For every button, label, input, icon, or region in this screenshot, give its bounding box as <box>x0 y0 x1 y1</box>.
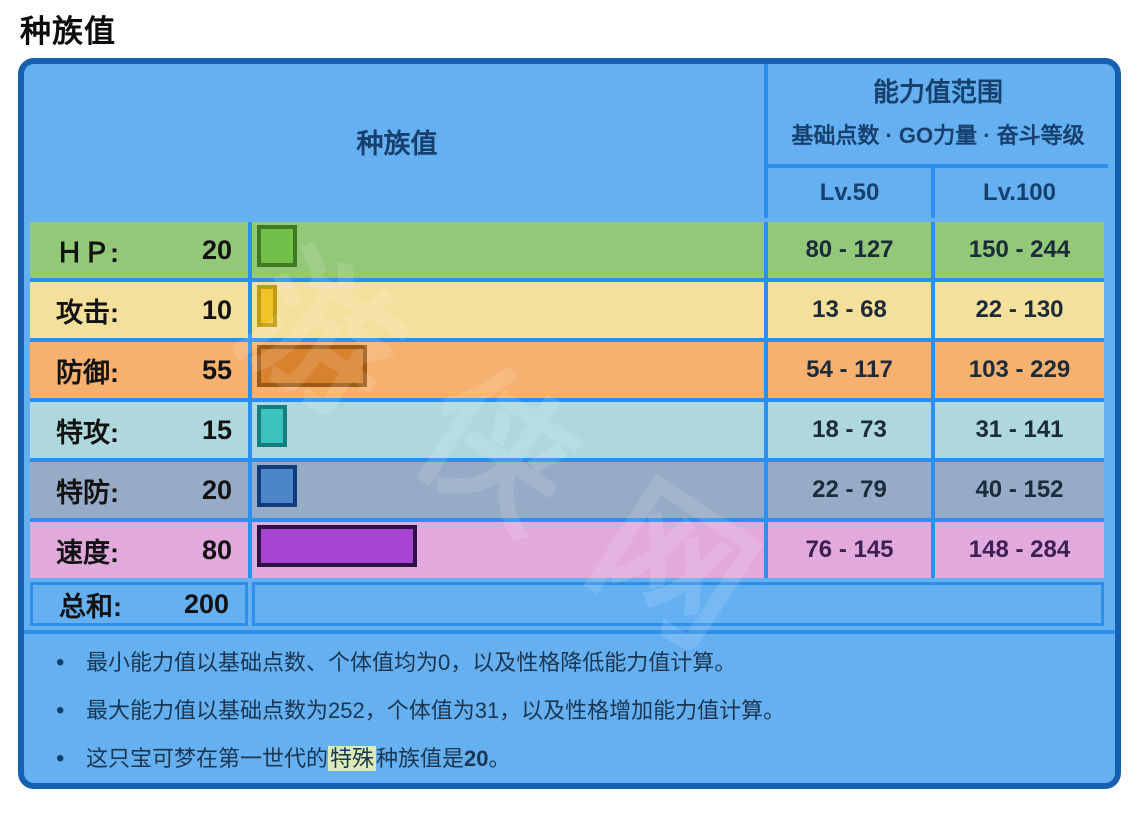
stat-value: 80 <box>201 534 232 565</box>
stat-bar <box>257 345 367 387</box>
stat-range-lv50: 18 - 73 <box>768 402 931 458</box>
stat-label-cell: 速度: 80 <box>30 522 248 578</box>
page-title: 种族值 <box>20 14 116 49</box>
lv100-column-header: Lv.100 <box>983 179 1056 206</box>
stat-bar-track <box>252 522 764 578</box>
footnote-gen1-end: 。 <box>488 746 511 771</box>
stat-value: 20 <box>201 474 232 505</box>
stat-name: 速度: <box>56 537 119 568</box>
total-label-cell: 总和: 200 <box>30 582 248 626</box>
footnote-gen1-mid: 种族值是 <box>376 746 465 771</box>
footnote-max: • 最大能力值以基础点数为252，个体值为31，以及性格增加能力值计算。 <box>56 694 1095 727</box>
stat-bar <box>257 405 287 447</box>
stat-label-cell: ＨＰ: 20 <box>30 222 248 278</box>
stat-range-lv100: 150 - 244 <box>935 222 1104 278</box>
range-title: 能力值范围 <box>872 77 1003 107</box>
stats-column-header: 种族值 <box>356 128 438 159</box>
stat-range-lv100: 103 - 229 <box>935 342 1104 398</box>
stat-label-cell: 特攻: 15 <box>30 402 248 458</box>
stat-name: 特攻: <box>56 417 119 448</box>
stat-bar-track <box>252 342 764 398</box>
total-row: 总和: 200 <box>30 582 1104 626</box>
header-horizontal-divider <box>768 164 1108 168</box>
stat-label-cell: 特防: 20 <box>30 462 248 518</box>
header-vertical-divider <box>764 64 768 218</box>
bullet-icon: • <box>56 649 65 676</box>
footnote-gen1: • 这只宝可梦在第一世代的特殊种族值是20。 <box>56 742 1095 775</box>
stat-row: 攻击: 10 13 - 68 22 - 130 <box>30 282 1104 338</box>
stat-name: ＨＰ: <box>56 237 119 268</box>
stat-bar <box>257 465 297 507</box>
range-subtitle-links[interactable]: 基础点数 · GO力量 · 奋斗等级 <box>791 123 1085 148</box>
stat-bar-track <box>252 462 764 518</box>
bullet-icon: • <box>56 745 65 772</box>
stat-row: ＨＰ: 20 80 - 127 150 - 244 <box>30 222 1104 278</box>
stat-label-cell: 防御: 55 <box>30 342 248 398</box>
stat-bar-track <box>252 222 764 278</box>
footnote-gen1-text: 这只宝可梦在第一世代的特殊种族值是20。 <box>86 742 511 775</box>
stat-name: 特防: <box>56 477 119 508</box>
stat-row: 特攻: 15 18 - 73 31 - 141 <box>30 402 1104 458</box>
level-divider <box>931 168 935 218</box>
special-stat-link[interactable]: 特殊 <box>328 746 377 771</box>
stat-bar-track <box>252 282 764 338</box>
lv50-column-header: Lv.50 <box>819 179 880 206</box>
stat-row: 特防: 20 22 - 79 40 - 152 <box>30 462 1104 518</box>
bullet-icon: • <box>56 697 65 724</box>
stat-name: 攻击: <box>56 297 119 328</box>
stat-range-lv50: 76 - 145 <box>768 522 931 578</box>
stat-bar <box>257 225 297 267</box>
stat-range-lv100: 40 - 152 <box>935 462 1104 518</box>
stat-label-cell: 攻击: 10 <box>30 282 248 338</box>
stat-range-lv100: 148 - 284 <box>935 522 1104 578</box>
base-stats-table: 种族值 能力值范围 基础点数 · GO力量 · 奋斗等级 Lv.50 Lv.10… <box>18 58 1121 789</box>
stat-range-lv50: 22 - 79 <box>768 462 931 518</box>
footnote-gen1-value: 20 <box>464 746 489 771</box>
footnote-min: • 最小能力值以基础点数、个体值均为0，以及性格降低能力值计算。 <box>56 646 1095 679</box>
stat-range-lv100: 31 - 141 <box>935 402 1104 458</box>
total-value: 200 <box>183 588 229 619</box>
stat-row: 速度: 80 76 - 145 148 - 284 <box>30 522 1104 578</box>
footnote-gen1-pre: 这只宝可梦在第一世代的 <box>86 746 329 771</box>
footnotes: • 最小能力值以基础点数、个体值均为0，以及性格降低能力值计算。 • 最大能力值… <box>24 630 1115 783</box>
stat-rows: ＨＰ: 20 80 - 127 150 - 244 攻击: 10 13 - 68 <box>30 222 1104 578</box>
stat-bar <box>257 285 277 327</box>
stat-row: 防御: 55 54 - 117 103 - 229 <box>30 342 1104 398</box>
stat-bar-track <box>252 402 764 458</box>
total-empty-cell <box>252 582 1104 626</box>
footnote-max-text: 最大能力值以基础点数为252，个体值为31，以及性格增加能力值计算。 <box>86 698 786 723</box>
stat-range-lv50: 54 - 117 <box>768 342 931 398</box>
stat-bar <box>257 525 417 567</box>
stat-value: 15 <box>201 414 232 445</box>
stat-name: 防御: <box>56 357 119 388</box>
stat-range-lv50: 80 - 127 <box>768 222 931 278</box>
stat-range-lv50: 13 - 68 <box>768 282 931 338</box>
level-header-row: Lv.50 Lv.100 <box>768 168 1108 218</box>
total-label: 总和: <box>59 591 122 622</box>
footnote-min-text: 最小能力值以基础点数、个体值均为0，以及性格降低能力值计算。 <box>86 650 737 675</box>
range-header: 能力值范围 基础点数 · GO力量 · 奋斗等级 Lv.50 Lv.100 <box>768 64 1108 218</box>
stat-value: 55 <box>201 354 232 385</box>
stat-value: 10 <box>201 294 232 325</box>
stat-value: 20 <box>201 234 232 265</box>
stat-range-lv100: 22 - 130 <box>935 282 1104 338</box>
